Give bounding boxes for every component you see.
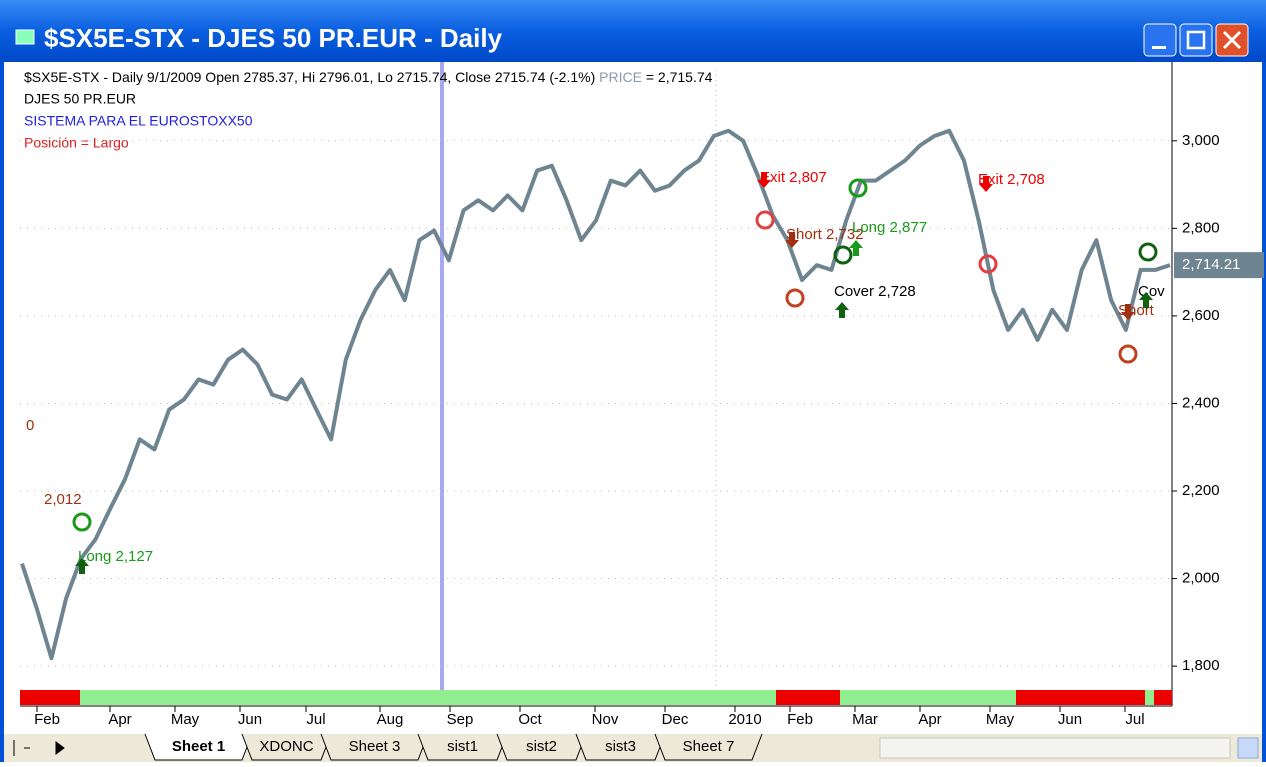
minimize-button[interactable] bbox=[1143, 23, 1177, 57]
signal-arrow bbox=[757, 172, 771, 188]
price-line bbox=[20, 128, 1171, 661]
window-icon bbox=[15, 29, 35, 45]
x-tick-label: Aug bbox=[377, 711, 404, 728]
minimize-glyph bbox=[1152, 46, 1166, 49]
x-tick-label: Feb bbox=[787, 711, 813, 728]
signal-arrow bbox=[1121, 304, 1135, 320]
x-tick-label: Feb bbox=[34, 711, 60, 728]
sheet-tab-label: sist1 bbox=[447, 738, 478, 755]
signal-label: Short 2,732 bbox=[786, 226, 864, 243]
signal-arrow bbox=[979, 176, 993, 192]
scrollbar[interactable] bbox=[879, 737, 1231, 759]
sheet-tab[interactable] bbox=[654, 733, 763, 761]
y-tick-label: 2,800 bbox=[1182, 219, 1220, 236]
chart-area bbox=[4, 62, 1262, 734]
window-title: $SX5E-STX - DJES 50 PR.EUR - Daily bbox=[44, 23, 503, 53]
position-state: Posición = Largo bbox=[24, 135, 129, 151]
position-strip bbox=[1145, 690, 1154, 705]
last-price-label: 2,714.21 bbox=[1182, 256, 1240, 273]
sheet-tab-label: sist2 bbox=[526, 738, 557, 755]
x-tick-label: Apr bbox=[108, 711, 131, 728]
position-strip bbox=[840, 690, 1016, 705]
signal-label: Short bbox=[1118, 302, 1155, 319]
close-glyph bbox=[1222, 30, 1242, 50]
signal-circle bbox=[1138, 242, 1158, 262]
position-strip bbox=[20, 690, 80, 705]
x-tick-label: Dec bbox=[662, 711, 689, 728]
title-bar bbox=[0, 0, 1266, 62]
signal-circle bbox=[833, 245, 853, 265]
signal-circle bbox=[755, 210, 775, 230]
x-tick-label: Mar bbox=[852, 711, 878, 728]
signal-circle bbox=[978, 254, 998, 274]
sheet-tab-label: sist3 bbox=[605, 738, 636, 755]
signal-circle bbox=[72, 512, 92, 532]
sheet-tab-label: XDONC bbox=[259, 738, 313, 755]
sheet-tab-label: Sheet 3 bbox=[349, 738, 401, 755]
y-tick-label: 2,400 bbox=[1182, 394, 1220, 411]
x-tick-label: May bbox=[171, 711, 200, 728]
signal-circle bbox=[1118, 344, 1138, 364]
x-tick-label: Jul bbox=[1125, 711, 1144, 728]
signal-arrow bbox=[835, 302, 849, 318]
signal-label: Long 2,877 bbox=[852, 219, 927, 236]
quote-info: $SX5E-STX - Daily 9/1/2009 Open 2785.37,… bbox=[24, 69, 713, 85]
x-tick-label: Sep bbox=[447, 711, 474, 728]
x-tick-label: May bbox=[986, 711, 1015, 728]
x-tick-label: Oct bbox=[518, 711, 542, 728]
signal-arrow bbox=[1139, 292, 1153, 308]
system-name: SISTEMA PARA EL EUROSTOXX50 bbox=[24, 113, 253, 129]
symbol-name: DJES 50 PR.EUR bbox=[24, 91, 136, 107]
signal-label: 0 bbox=[26, 417, 34, 434]
signal-arrow bbox=[785, 232, 799, 248]
x-tick-label: Jun bbox=[1058, 711, 1082, 728]
y-tick-label: 3,000 bbox=[1182, 132, 1220, 149]
scroll-button[interactable] bbox=[1237, 737, 1259, 759]
maximize-button[interactable] bbox=[1179, 23, 1213, 57]
signal-label: Exit 2,708 bbox=[978, 171, 1045, 188]
signal-label: Cover 2,728 bbox=[834, 283, 916, 300]
signal-arrow bbox=[849, 240, 863, 256]
y-tick-label: 2,000 bbox=[1182, 570, 1220, 587]
position-strip bbox=[80, 690, 776, 705]
signal-label: Long 2,127 bbox=[78, 548, 153, 565]
position-strip bbox=[1016, 690, 1145, 705]
signal-arrow bbox=[75, 558, 89, 574]
maximize-glyph bbox=[1186, 30, 1206, 50]
x-tick-label: 2010 bbox=[728, 711, 761, 728]
x-tick-label: Jun bbox=[238, 711, 262, 728]
x-tick-label: Nov bbox=[592, 711, 619, 728]
y-tick-label: 2,200 bbox=[1182, 482, 1220, 499]
tab-nav-button[interactable] bbox=[55, 741, 65, 755]
position-strip bbox=[1154, 690, 1172, 705]
x-tick-label: Jul bbox=[306, 711, 325, 728]
sheet-tab-label: Sheet 1 bbox=[172, 738, 225, 755]
x-tick-label: Apr bbox=[918, 711, 941, 728]
signal-label: 2,012 bbox=[44, 491, 82, 508]
last-price-box bbox=[1174, 252, 1264, 279]
position-strip bbox=[776, 690, 840, 705]
signal-circle bbox=[785, 288, 805, 308]
signal-label: Exit 2,807 bbox=[760, 169, 827, 186]
sheet-tab-label: Sheet 7 bbox=[683, 738, 735, 755]
y-tick-label: 1,800 bbox=[1182, 657, 1220, 674]
signal-circle bbox=[848, 178, 868, 198]
y-tick-label: 2,600 bbox=[1182, 307, 1220, 324]
